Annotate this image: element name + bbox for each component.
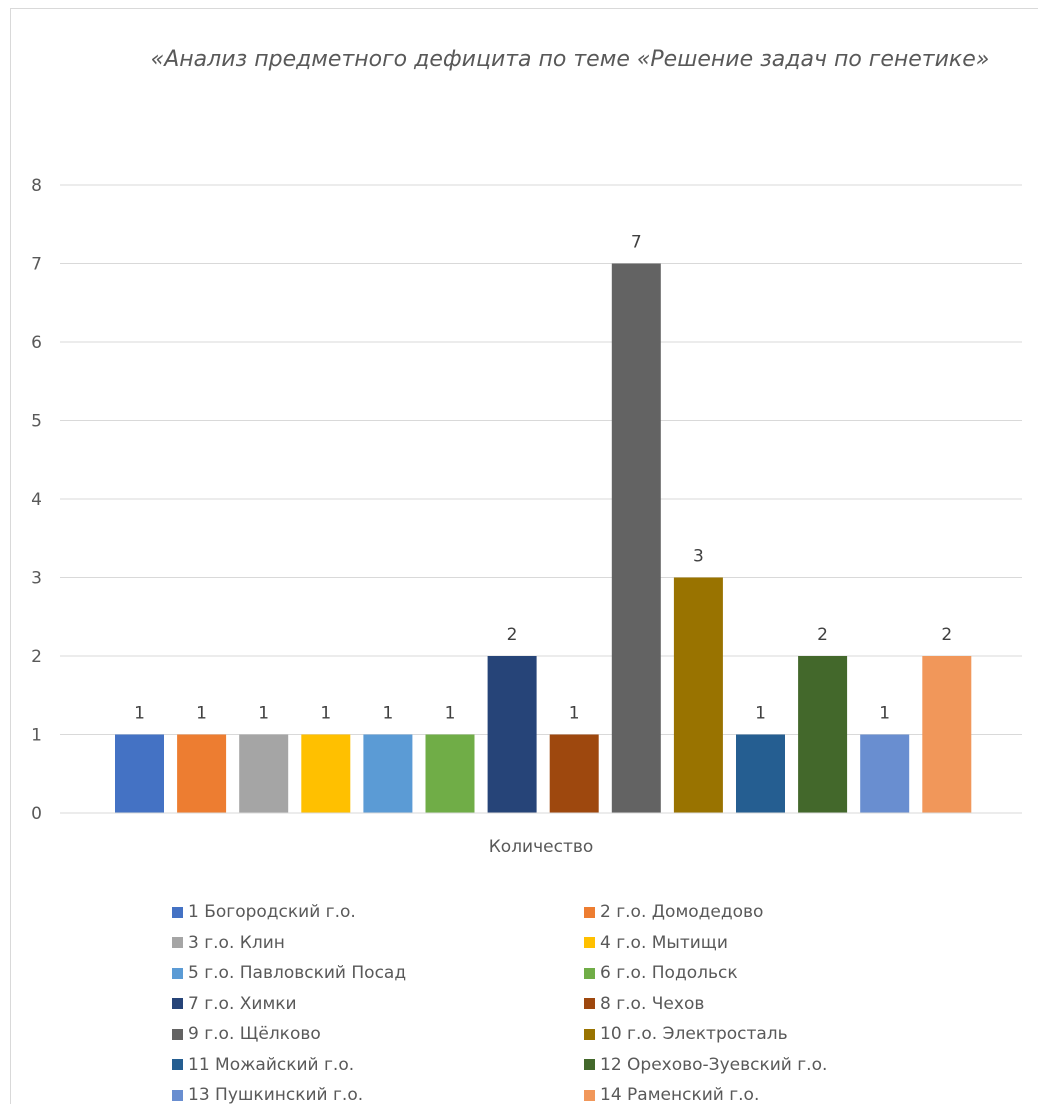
y-tick-label: 4 [31, 490, 42, 510]
legend-swatch [584, 998, 595, 1010]
bar [487, 656, 537, 813]
bar [611, 263, 661, 813]
legend-label: 14 Раменский г.о. [600, 1085, 760, 1106]
bar [860, 734, 910, 813]
bar [922, 656, 972, 813]
legend-item: 8 г.о. Чехов [584, 989, 924, 1020]
y-tick-label: 3 [31, 569, 42, 589]
data-label: 1 [569, 704, 580, 724]
legend-item: 12 Орехово-Зуевский г.о. [584, 1050, 924, 1081]
legend-item: 13 Пушкинский г.о. [172, 1080, 584, 1111]
data-label: 1 [445, 704, 456, 724]
legend-label: 10 г.о. Электросталь [600, 1024, 788, 1045]
bar [239, 734, 289, 813]
bar [798, 656, 848, 813]
legend-item: 1 Богородский г.о. [172, 897, 584, 928]
data-label: 1 [258, 704, 269, 724]
legend-label: 11 Можайский г.о. [188, 1054, 355, 1075]
data-label: 2 [941, 625, 952, 645]
y-tick-label: 7 [31, 255, 42, 275]
legend-swatch [172, 967, 183, 979]
data-label: 2 [817, 625, 828, 645]
plot-area: 0 1 2 3 4 5 6 7 8 1 1 1 1 1 1 2 1 7 3 1 2 1 2 Количество [31, 176, 1022, 857]
legend-item: 2 г.о. Домодедово [584, 897, 924, 928]
bar [177, 734, 227, 813]
bar [736, 734, 785, 813]
legend-item: 6 г.о. Подольск [584, 958, 924, 989]
y-tick-label: 6 [31, 333, 42, 353]
bar [549, 734, 599, 813]
legend-item: 14 Раменский г.о. [584, 1080, 924, 1111]
legend-label: 9 г.о. Щёлково [188, 1024, 321, 1045]
chart-title: «Анализ предметного дефицита по теме «Ре… [150, 47, 990, 72]
legend: 1 Богородский г.о. 2 г.о. Домодедово 3 г.о… [172, 897, 932, 1111]
legend-label: 2 г.о. Домодедово [600, 902, 764, 923]
bar [425, 734, 475, 813]
legend-label: 6 г.о. Подольск [600, 963, 738, 984]
data-label: 1 [382, 704, 393, 724]
legend-item: 10 г.о. Электросталь [584, 1019, 924, 1050]
legend-item: 7 г.о. Химки [172, 989, 584, 1020]
legend-item: 3 г.о. Клин [172, 928, 584, 959]
y-tick-label: 8 [31, 176, 42, 196]
legend-swatch [584, 967, 595, 979]
legend-swatch [172, 937, 183, 949]
x-category-label: Количество [489, 837, 594, 857]
data-label: 1 [879, 704, 890, 724]
legend-label: 13 Пушкинский г.о. [188, 1085, 364, 1106]
legend-item: 9 г.о. Щёлково [172, 1019, 584, 1050]
legend-swatch [172, 906, 183, 918]
legend-label: 7 г.о. Химки [188, 993, 297, 1014]
legend-swatch [172, 998, 183, 1010]
legend-swatch [584, 906, 595, 918]
legend-label: 3 г.о. Клин [188, 932, 285, 953]
y-tick-label: 0 [31, 804, 42, 824]
legend-label: 8 г.о. Чехов [600, 993, 705, 1014]
data-label: 1 [320, 704, 331, 724]
legend-swatch [172, 1028, 183, 1040]
legend-swatch [584, 1089, 595, 1101]
bar [363, 734, 413, 813]
data-label: 1 [755, 704, 766, 724]
legend-swatch [584, 1028, 595, 1040]
data-label: 3 [693, 547, 704, 567]
legend-swatch [584, 937, 595, 949]
y-tick-label: 5 [31, 412, 42, 432]
data-label: 2 [507, 625, 518, 645]
legend-label: 4 г.о. Мытищи [600, 932, 728, 953]
legend-label: 12 Орехово-Зуевский г.о. [600, 1054, 828, 1075]
data-label: 7 [631, 233, 642, 253]
legend-swatch [172, 1059, 183, 1071]
bar [673, 577, 723, 813]
bar [115, 734, 164, 813]
chart-frame [10, 8, 1038, 1104]
legend-swatch [584, 1059, 595, 1071]
data-label: 1 [134, 704, 145, 724]
legend-label: 1 Богородский г.о. [188, 902, 356, 923]
y-tick-label: 2 [31, 647, 42, 667]
legend-item: 4 г.о. Мытищи [584, 928, 924, 959]
legend-swatch [172, 1089, 183, 1101]
legend-label: 5 г.о. Павловский Посад [188, 963, 407, 984]
bar [301, 734, 351, 813]
y-tick-label: 1 [31, 726, 42, 746]
legend-item: 11 Можайский г.о. [172, 1050, 584, 1081]
legend-item: 5 г.о. Павловский Посад [172, 958, 584, 989]
data-label: 1 [196, 704, 207, 724]
